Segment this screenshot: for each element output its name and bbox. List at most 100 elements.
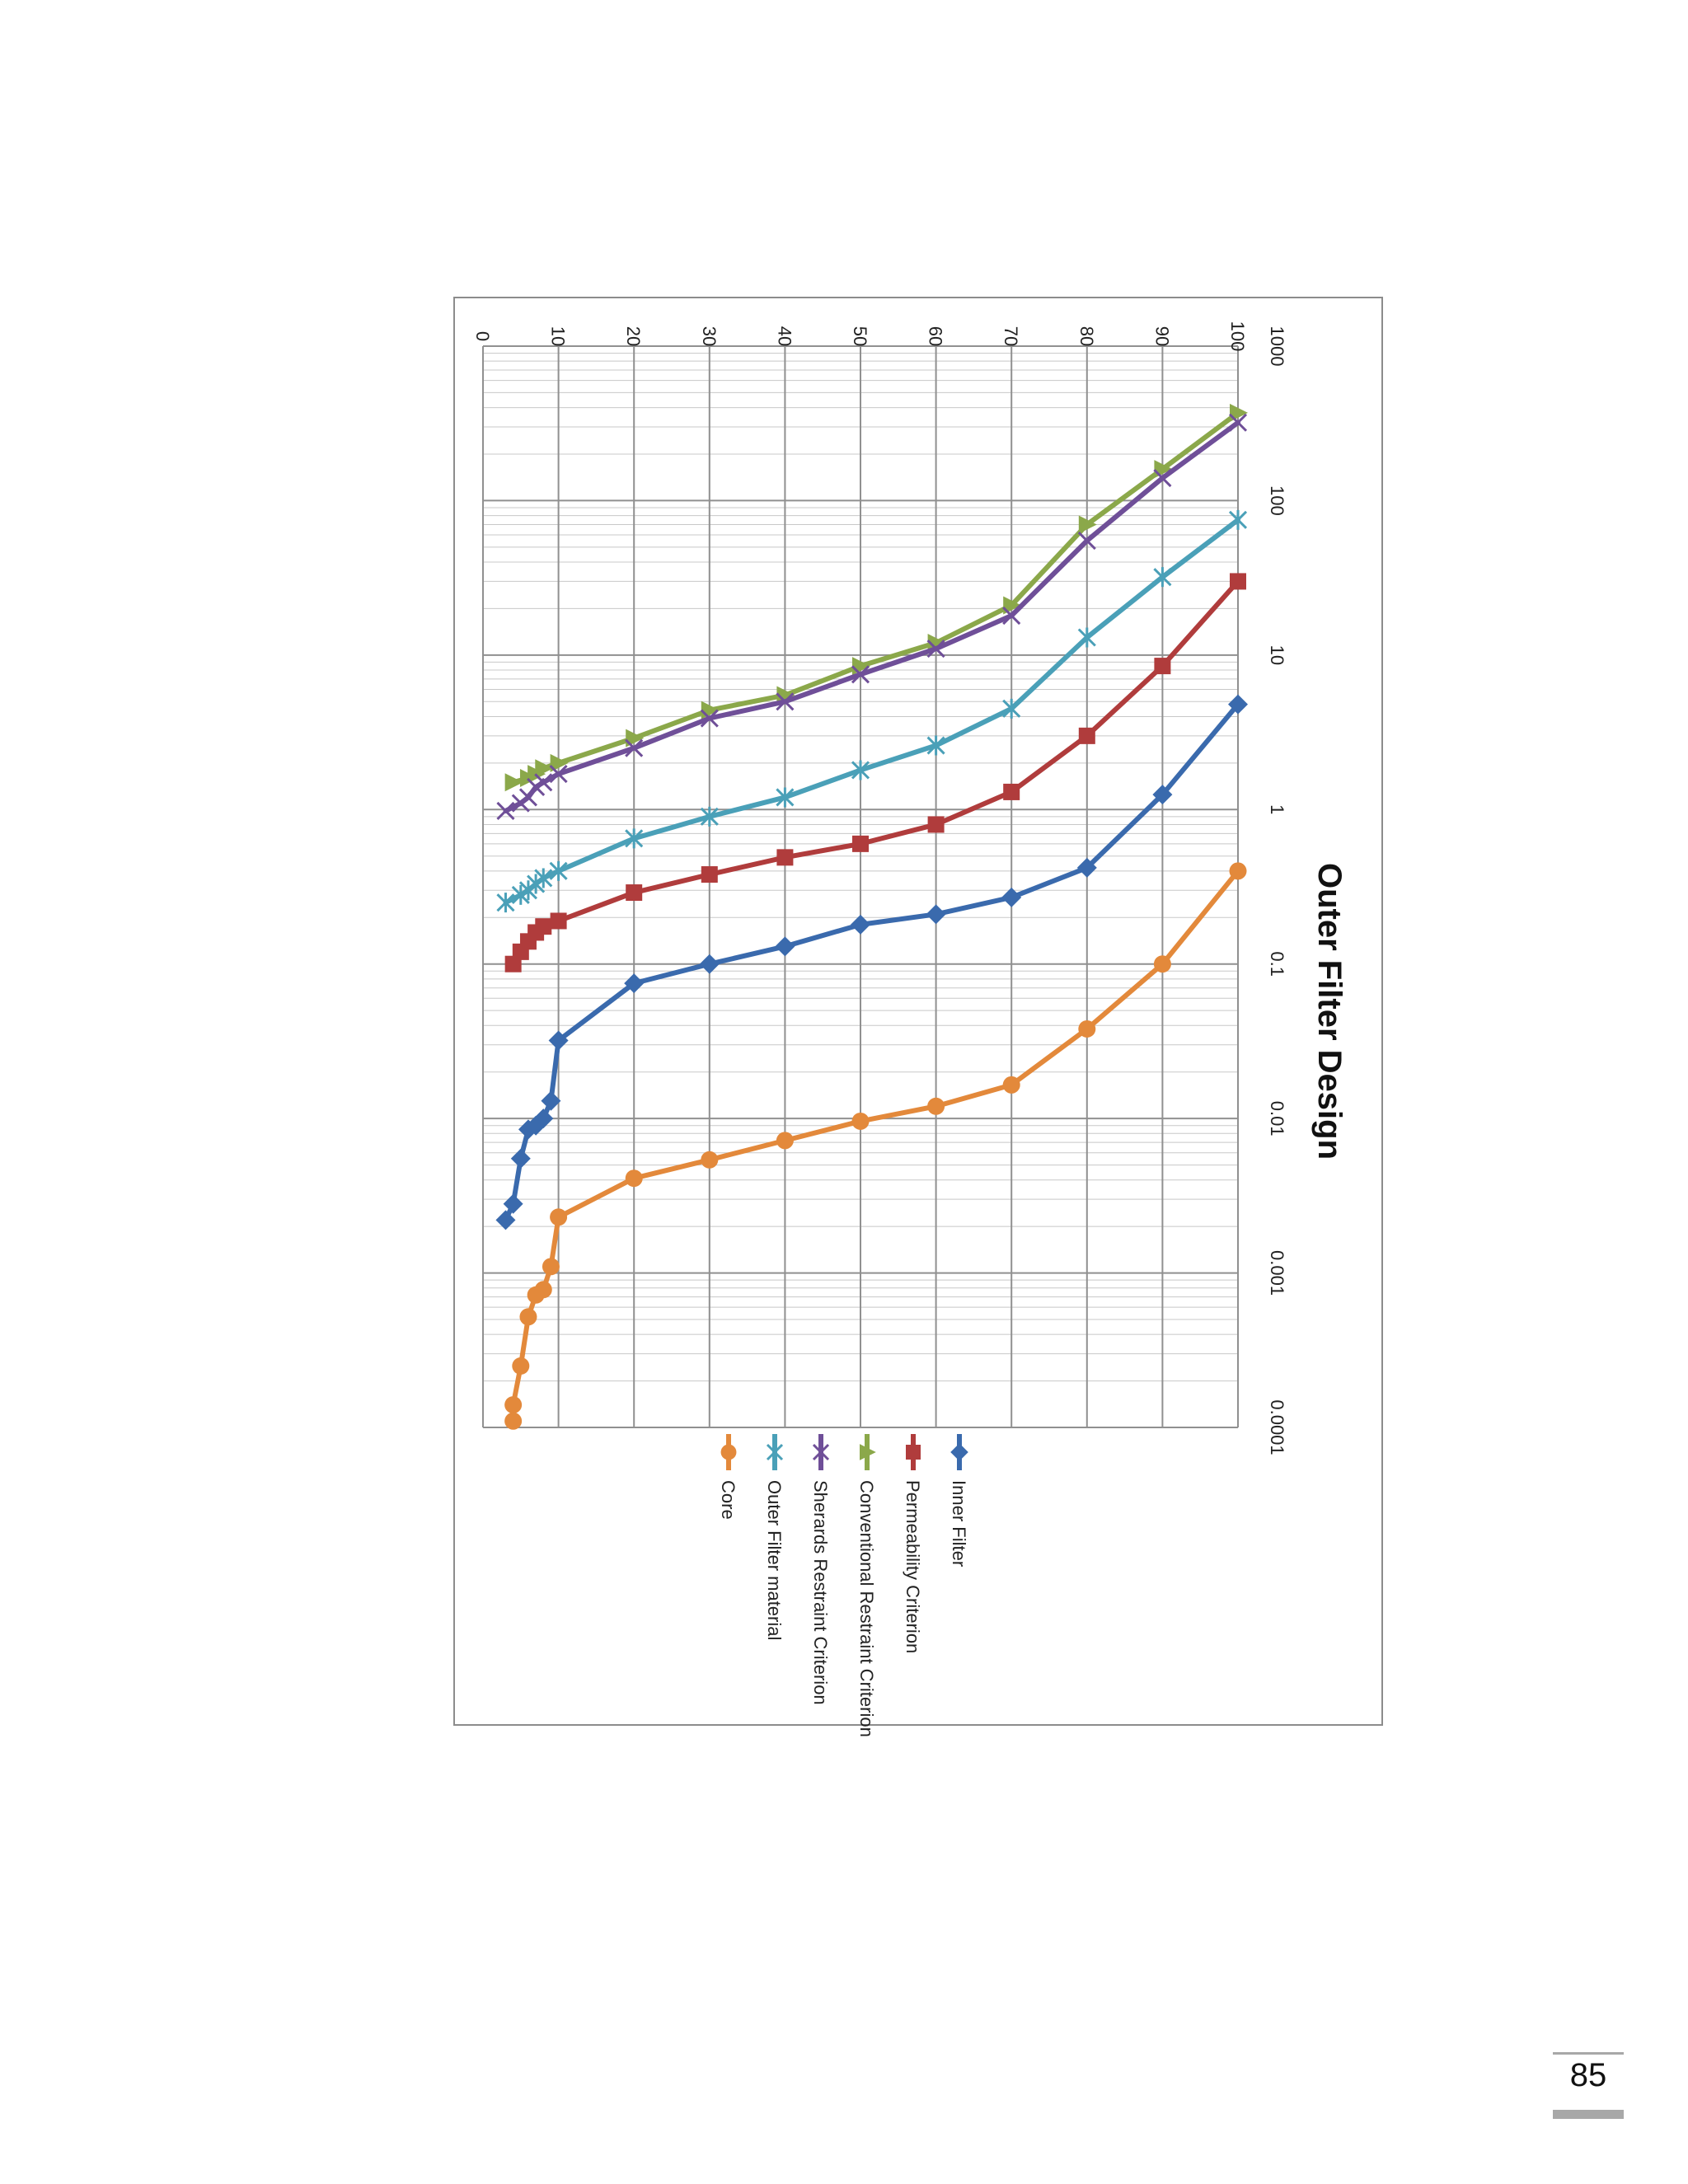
page-number: 85 (1569, 2057, 1607, 2093)
data-point (926, 640, 945, 658)
data-point (926, 904, 946, 925)
page-number-rule-bottom (1553, 2110, 1624, 2119)
data-point (519, 1308, 537, 1326)
data-point (1002, 1076, 1020, 1094)
data-point (851, 1112, 870, 1130)
data-point (518, 1119, 538, 1140)
data-point (1003, 596, 1022, 615)
chart-title: Outer Filter Design (1311, 863, 1348, 1160)
legend-item: Permeability Criterion (903, 1434, 923, 1653)
series-outer-filter-material (496, 509, 1248, 913)
y-tick-label: 40 (774, 326, 795, 346)
data-point (1229, 862, 1247, 880)
data-point (776, 692, 795, 711)
data-point (1228, 413, 1248, 432)
data-point (1153, 468, 1172, 488)
data-point (699, 954, 720, 974)
data-point (550, 753, 569, 772)
chart-frame (453, 297, 1383, 1726)
series-permeability-criterion (504, 573, 1246, 972)
x-tick-label: 0.1 (1267, 951, 1287, 977)
legend-swatch-marker (906, 1445, 921, 1460)
data-point (851, 665, 870, 684)
y-tick-label: 50 (850, 326, 870, 346)
data-point (495, 1210, 516, 1230)
data-point (625, 1169, 643, 1188)
data-point (1153, 955, 1171, 973)
data-point (626, 884, 643, 902)
data-point (1154, 658, 1171, 675)
data-point (776, 787, 795, 808)
data-point (510, 1148, 531, 1169)
data-point (927, 1097, 945, 1115)
data-point (511, 884, 530, 905)
data-point (549, 765, 568, 784)
data-point (1078, 727, 1095, 744)
data-point (625, 828, 644, 849)
data-point (700, 806, 719, 827)
data-point (496, 893, 515, 913)
data-point (625, 738, 644, 757)
data-point (1228, 509, 1248, 530)
legend-label: Inner Filter (949, 1480, 969, 1567)
legend-item: Conventional Restraint Criterion (856, 1434, 877, 1737)
data-point (504, 773, 523, 792)
data-point (851, 760, 870, 780)
data-point (927, 816, 945, 833)
y-tick-label: 10 (548, 326, 569, 346)
legend-item: Inner Filter (949, 1434, 969, 1567)
data-point (1003, 783, 1020, 800)
data-point (1078, 1019, 1096, 1038)
data-point (511, 794, 530, 813)
data-point (504, 1396, 523, 1414)
data-point (624, 973, 645, 994)
data-point (1230, 573, 1246, 590)
data-point (512, 1357, 530, 1375)
series-inner-filter (495, 694, 1248, 1230)
y-tick-label: 90 (1151, 326, 1172, 346)
legend-swatch-marker (766, 1443, 784, 1461)
legend-swatch-marker (812, 1443, 830, 1461)
legend-label: Core (718, 1480, 738, 1520)
grid-lines (482, 345, 1239, 1428)
x-tick-label: 0.001 (1267, 1250, 1287, 1296)
data-point (852, 835, 869, 852)
data-point (549, 860, 568, 881)
data-point (776, 849, 794, 866)
data-point (776, 1132, 794, 1150)
y-tick-label: 60 (926, 326, 946, 346)
data-point (519, 769, 538, 788)
y-tick-label: 0 (472, 331, 493, 341)
x-tick-label: 10 (1267, 645, 1287, 665)
data-point (527, 777, 546, 796)
data-point (504, 1412, 523, 1430)
y-tick-label: 20 (623, 326, 644, 346)
data-point (550, 1208, 568, 1226)
data-point (1078, 515, 1097, 534)
data-point (775, 936, 795, 957)
chart-title-text: Outer Filter Design (1311, 863, 1348, 1160)
data-point (503, 1193, 523, 1214)
y-tick-label: 100 (1227, 321, 1248, 352)
data-point (701, 866, 718, 883)
data-point (701, 1151, 719, 1169)
legend-label: Outer Filter material (764, 1480, 785, 1640)
data-point (776, 686, 795, 705)
data-point (1077, 532, 1096, 551)
x-tick-label: 0.01 (1267, 1101, 1287, 1137)
data-point (527, 1286, 545, 1304)
data-point (926, 735, 945, 756)
data-point (1002, 698, 1021, 719)
y-tick-label: 70 (1001, 326, 1021, 346)
data-series (495, 403, 1248, 1430)
legend-label: Permeability Criterion (903, 1480, 923, 1653)
data-point (1002, 606, 1021, 626)
data-point (550, 912, 567, 930)
data-point (542, 1258, 560, 1276)
axis-tick-labels: 0 10 20 30 40 50 60 70 80 90 100 1000 100 10 1 0.1 0.01 0… (472, 321, 1287, 1455)
y-tick-label: 30 (699, 326, 720, 346)
legend-label: Sherards Restraint Criterion (810, 1480, 831, 1705)
data-point (851, 914, 870, 935)
data-point (548, 1030, 569, 1051)
